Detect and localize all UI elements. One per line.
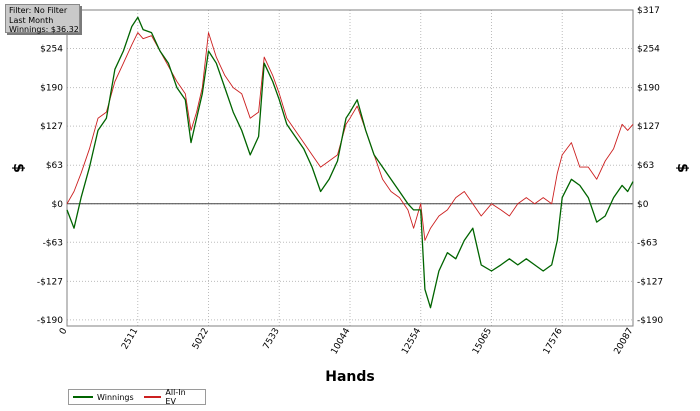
x-tick-label: 15065 [471,326,494,356]
x-tick-label: 0 [58,326,70,336]
y-tick-label-left: $254 [40,45,63,55]
y-tick-label-right: $190 [637,84,660,94]
series-line-winnings [66,16,634,309]
x-axis-ticks: 0 2511 5022 7533 10044 12554 15065 17576 20087 [58,326,636,356]
x-tick-label: 10044 [330,326,353,356]
legend-item-allin-ev: All-In EV [143,388,195,406]
legend-swatch-winnings [73,396,93,398]
y-tick-label-left: $190 [40,84,63,94]
x-tick-label: 2511 [120,327,140,352]
y-tick-label-right: -$127 [637,277,663,287]
legend-swatch-allin-ev [143,396,162,398]
legend-item-winnings: Winnings [73,393,134,402]
y-axis-right-ticks: $317 $254 $190 $127 $63 $0 -$63 -$127 -$190 [637,6,663,326]
y-tick-label-right: -$63 [637,238,657,248]
y-axis-left-ticks: $317$254$190$127$63$0-$63-$127-$190 [37,6,63,326]
plot-area-border [66,9,634,327]
legend-label-winnings: Winnings [97,392,134,402]
y-tick-label-right: $0 [637,200,649,210]
x-tick-label: 17576 [542,326,565,356]
y-axis-title-left: $ [10,163,26,173]
grid-lines [66,9,634,326]
y-tick-label-right: $127 [637,122,660,132]
x-tick-label: 12554 [400,326,423,356]
y-tick-label-right: -$190 [637,316,663,326]
y-tick-label-right: $254 [637,45,660,55]
legend-label-allin-ev: All-In EV [165,388,186,406]
filter-info-box: Filter: No Filter Last Month Winnings: $… [5,4,80,34]
x-tick-label: 20087 [613,327,636,357]
y-tick-label-left: -$190 [37,316,63,326]
y-tick-label-left: $127 [40,122,63,132]
x-tick-label: 5022 [191,327,211,352]
filter-label: Filter: No Filter [9,6,68,15]
y-tick-label-left: $63 [46,161,63,171]
winnings-label: Winnings: $36.32 [9,25,79,34]
y-tick-label-left: -$63 [43,238,63,248]
y-tick-label-right: $317 [637,6,660,16]
y-tick-label-right: $63 [637,161,654,171]
x-axis-title: Hands [325,369,375,385]
y-axis-title-right: $ [674,163,690,173]
period-label: Last Month [9,15,54,25]
y-tick-label-left: $0 [52,200,64,210]
series-lines [66,16,634,309]
x-tick-label: 7533 [262,327,282,352]
legend: Winnings All-In EV [68,388,206,406]
y-tick-label-left: -$127 [37,277,63,287]
